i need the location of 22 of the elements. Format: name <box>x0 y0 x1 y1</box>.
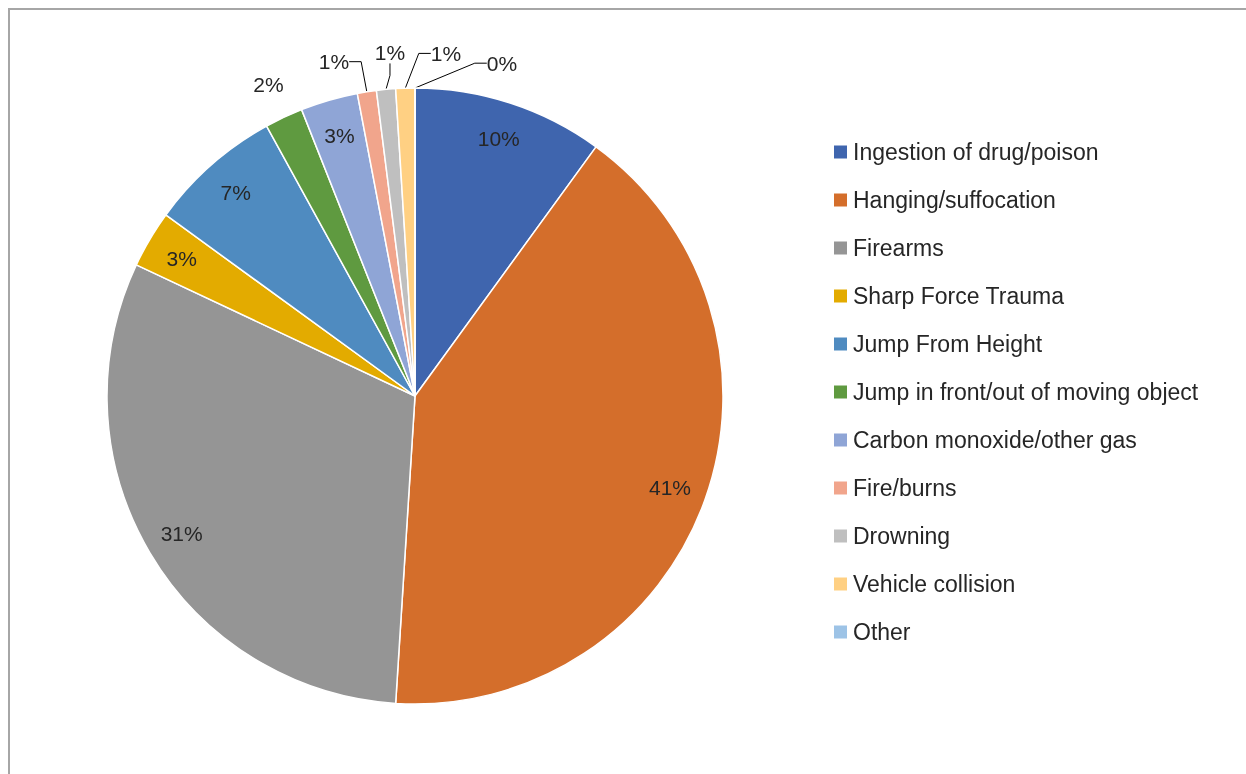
legend-label: Drowning <box>853 523 951 549</box>
text: 0% <box>486 51 518 75</box>
data-label: 7% <box>220 181 251 205</box>
legend-label: Jump From Height <box>853 331 1043 357</box>
data-label: 41% <box>649 476 692 500</box>
legend-label: Fire/burns <box>853 475 957 501</box>
legend-label: Other <box>853 619 911 645</box>
legend-label: Sharp Force Trauma <box>853 283 1065 309</box>
legend-label: Vehicle collision <box>853 571 1016 597</box>
legend-label: Firearms <box>853 235 944 261</box>
data-label: 1% <box>430 41 462 65</box>
data-label: 3% <box>166 246 197 270</box>
data-label: 3% <box>324 124 355 148</box>
data-label: 10% <box>477 126 520 150</box>
legend-label: Carbon monoxide/other gas <box>853 427 1137 453</box>
data-label: 1% <box>374 41 406 65</box>
data-label: 2% <box>253 73 284 97</box>
legend-label: Jump in front/out of moving object <box>853 379 1199 405</box>
legend-label: Ingestion of drug/poison <box>853 139 1099 165</box>
data-label: 1% <box>318 50 350 74</box>
data-label: 31% <box>160 522 203 546</box>
legend-label: Hanging/suffocation <box>853 187 1056 213</box>
